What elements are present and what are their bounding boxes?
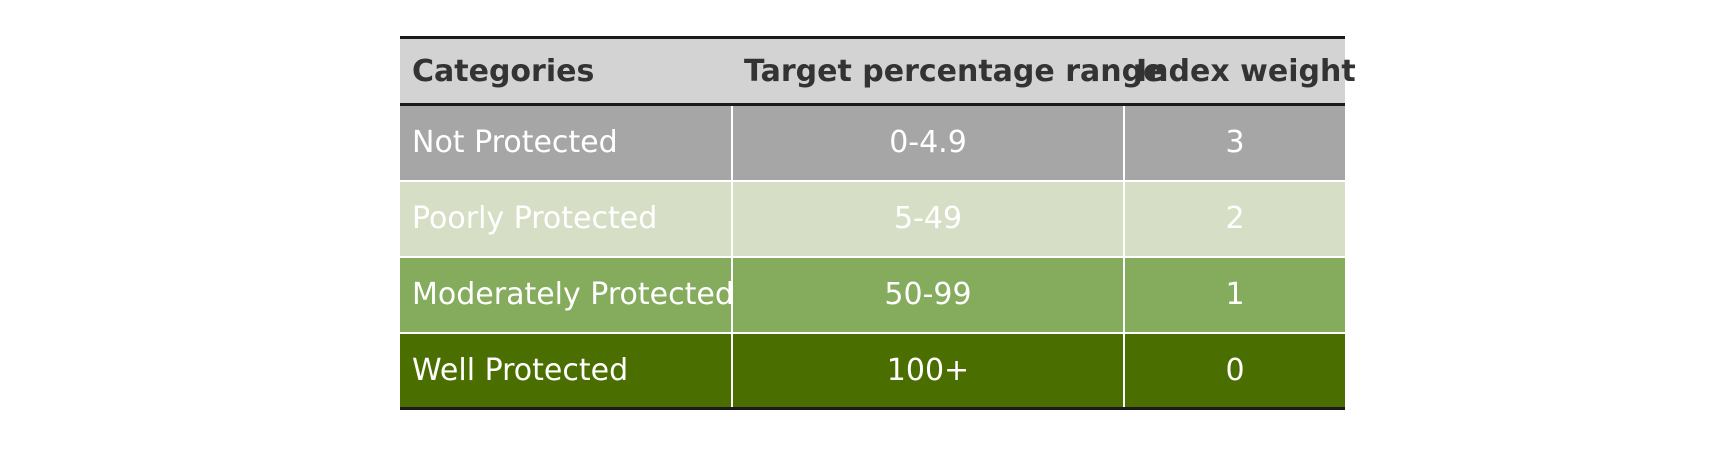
table-row: Well Protected 100+ 0 (400, 332, 1345, 409)
protection-categories-table: Categories Target percentage range Index… (400, 36, 1356, 410)
table-row: Poorly Protected 5-49 2 (400, 180, 1345, 258)
table-header: Categories Target percentage range Index… (400, 37, 1356, 105)
header-index-weight: Index weight (1136, 53, 1356, 89)
cell-range: 5-49 (732, 180, 1125, 258)
table-body: Not Protected 0-4.9 3 Poorly Protected 5… (400, 104, 1345, 409)
header-target-range: Target percentage range (744, 53, 1164, 89)
cell-category: Moderately Protected (400, 256, 734, 334)
cell-weight: 2 (1124, 180, 1345, 258)
header-categories: Categories (412, 53, 595, 89)
cell-category: Not Protected (400, 104, 733, 182)
cell-range: 50-99 (732, 256, 1125, 334)
cell-weight: 3 (1124, 104, 1345, 182)
cell-category: Well Protected (400, 332, 733, 409)
protection-table-container: Categories Target percentage range Index… (400, 36, 1356, 410)
cell-range: 100+ (732, 332, 1125, 409)
table-row: Not Protected 0-4.9 3 (400, 104, 1345, 182)
table-row: Moderately Protected 50-99 1 (400, 256, 1345, 334)
cell-category: Poorly Protected (400, 180, 733, 258)
header-row: Categories Target percentage range Index… (400, 37, 1356, 105)
cell-weight: 0 (1225, 352, 1245, 388)
cell-range: 0-4.9 (732, 104, 1125, 182)
cell-weight: 1 (1124, 256, 1345, 334)
